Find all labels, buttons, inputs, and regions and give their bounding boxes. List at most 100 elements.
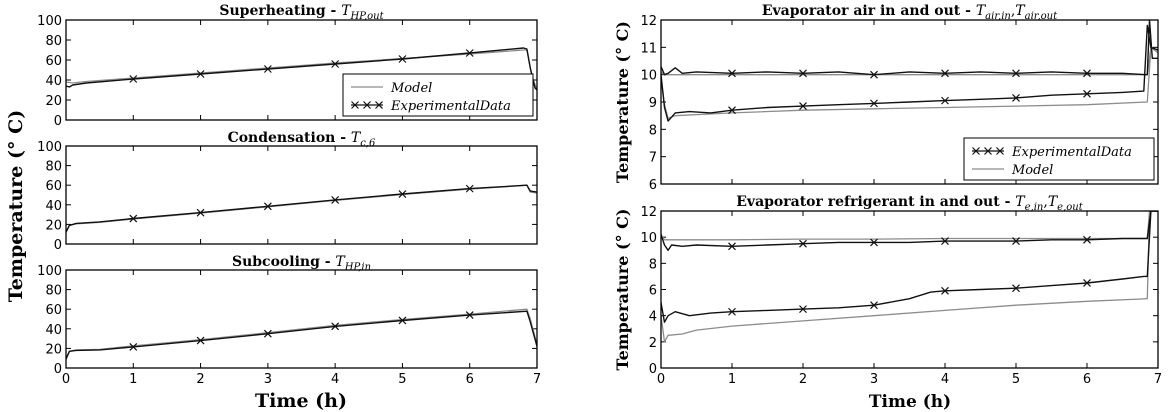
y-tick-label: 0 <box>649 362 657 377</box>
x-tick-label: 5 <box>1012 372 1020 387</box>
chart-title: Evaporator air in and out - Tair,in,Tair… <box>762 3 1058 22</box>
y-tick-label: 0 <box>54 362 62 377</box>
data-point-marker <box>398 55 407 63</box>
data-point-marker <box>799 305 807 314</box>
data-point-marker <box>465 49 474 57</box>
y-tick-label: 4 <box>649 310 657 325</box>
data-point-marker <box>1083 235 1091 244</box>
y-tick-label: 2 <box>649 336 657 351</box>
y-tick-label: 20 <box>45 342 62 357</box>
legend-label-model: Model <box>1011 163 1053 178</box>
y-axis-label: Temperature (° C) <box>613 209 632 371</box>
data-point-marker <box>331 195 340 204</box>
x-tick-label: 3 <box>264 372 272 387</box>
series-group <box>661 20 1158 122</box>
legend-marker <box>363 101 371 109</box>
series-line-experimental-4 <box>661 211 1158 323</box>
plot-frame <box>660 19 1159 185</box>
data-point-marker <box>1083 69 1091 78</box>
data-point-marker <box>1012 69 1020 78</box>
chart-title: Superheating - THP,out <box>219 3 384 22</box>
x-tick-label: 3 <box>870 372 878 387</box>
left-x-axis-label: Time (h) <box>255 390 347 412</box>
y-tick-label: 80 <box>45 160 62 175</box>
x-tick-label: 6 <box>1083 372 1091 387</box>
y-tick-label: 20 <box>45 218 62 233</box>
y-tick-label: 12 <box>640 14 657 29</box>
x-tick-label: 2 <box>196 372 204 387</box>
plot-frame <box>65 145 538 245</box>
data-point-marker <box>1012 93 1020 102</box>
y-tick-label: 8 <box>649 257 657 272</box>
data-point-marker <box>465 311 474 320</box>
data-point-marker <box>129 343 138 351</box>
y-tick-label: 10 <box>640 69 657 84</box>
y-tick-label: 100 <box>37 140 62 155</box>
chart-panel-5: Evaporator refrigerant in and out - Te,i… <box>613 194 1162 387</box>
data-point-marker <box>728 69 736 78</box>
data-point-marker <box>870 70 878 79</box>
data-point-marker <box>941 286 949 295</box>
series-line-experimental-3 <box>661 20 1158 76</box>
data-point-marker <box>398 316 407 325</box>
x-tick-label: 7 <box>533 372 541 387</box>
y-tick-label: 7 <box>649 151 657 166</box>
legend-marker <box>984 147 992 155</box>
y-tick-label: 10 <box>640 231 657 246</box>
panels: Superheating - THP,out020406080100ModelE… <box>37 3 1162 387</box>
y-tick-label: 12 <box>640 205 657 220</box>
y-tick-label: 100 <box>37 14 62 29</box>
data-point-marker <box>129 214 138 223</box>
x-tick-label: 1 <box>728 372 736 387</box>
series-line-model-2 <box>661 211 1158 343</box>
data-point-marker <box>196 70 205 78</box>
plot-frame <box>660 210 1159 369</box>
series-group <box>66 308 537 360</box>
x-tick-label: 7 <box>1154 372 1162 387</box>
data-point-marker <box>728 307 736 316</box>
legend-marker <box>996 147 1004 155</box>
data-point-marker <box>799 102 807 111</box>
data-point-marker <box>799 239 807 248</box>
legend-marker <box>972 147 980 155</box>
x-tick-label: 1 <box>129 372 137 387</box>
legend-box <box>963 137 1155 181</box>
x-tick-label: 5 <box>398 372 406 387</box>
chart-panel-1: Superheating - THP,out 0 20 40 60 80 100 Model E… <box>37 3 538 129</box>
y-tick-label: 0 <box>54 114 62 129</box>
data-point-marker <box>196 336 205 345</box>
data-point-marker <box>465 184 474 193</box>
chart-title: Evaporator refrigerant in and out - Te,i… <box>736 194 1083 213</box>
y-tick-label: 0 <box>54 238 62 253</box>
data-point-marker <box>870 301 878 310</box>
y-tick-label: 40 <box>45 199 62 214</box>
series-group <box>661 211 1158 343</box>
y-tick-label: 80 <box>45 284 62 299</box>
plot-frame <box>65 19 538 121</box>
right-x-axis-label: Time (h) <box>869 392 951 412</box>
data-point-marker <box>1083 89 1091 98</box>
series-line-model-1 <box>661 211 1158 241</box>
data-point-marker <box>263 65 272 73</box>
y-tick-label: 60 <box>45 54 62 69</box>
data-point-marker <box>870 238 878 247</box>
data-point-marker <box>129 75 138 83</box>
data-point-marker <box>728 106 736 115</box>
x-tick-label: 0 <box>62 372 70 387</box>
legend-marker <box>351 101 359 109</box>
y-tick-label: 40 <box>45 74 62 89</box>
data-point-marker <box>196 208 205 217</box>
y-tick-label: 20 <box>45 94 62 109</box>
data-point-marker <box>1012 237 1020 246</box>
y-tick-label: 80 <box>45 34 62 49</box>
x-tick-label: 4 <box>941 372 949 387</box>
data-point-marker <box>331 322 340 331</box>
series-line-model-1 <box>66 308 537 359</box>
series-line-experimental-4 <box>661 24 1158 122</box>
x-tick-label: 0 <box>657 372 665 387</box>
legend-label-experimental: ExperimentalData <box>1011 145 1132 160</box>
y-tick-label: 11 <box>640 41 657 56</box>
data-point-marker <box>941 69 949 78</box>
plot-frame <box>65 269 538 369</box>
